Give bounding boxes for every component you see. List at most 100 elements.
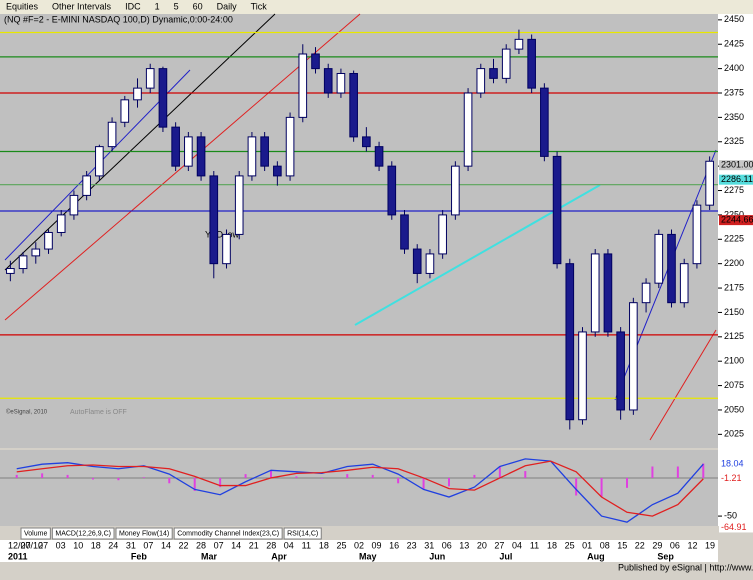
histogram-bar (193, 477, 196, 491)
candle-body (552, 155, 562, 265)
histogram-bar (524, 471, 527, 478)
x-tick-label: 07 (143, 540, 153, 550)
histogram-bar (270, 470, 272, 478)
toolbar (0, 0, 753, 14)
toolbar-button[interactable]: Equities (6, 1, 39, 11)
histogram-bar (142, 477, 145, 478)
tab-label[interactable]: MACD(12,26,9,C) (55, 530, 111, 537)
candle-body (145, 68, 155, 89)
tab[interactable] (283, 527, 322, 540)
candle-body (362, 136, 371, 148)
window-title: (NQ #F=2 - E-MINI NASDAQ 100,D) Dynamic,… (4, 14, 233, 24)
histogram-bar (651, 466, 654, 478)
macd-line (16, 458, 704, 523)
x-tick-label: 12/07/10 (8, 540, 43, 550)
histogram-bar (92, 477, 94, 480)
histogram-bar (219, 477, 222, 488)
month-label: 2011 (8, 551, 28, 561)
histogram-bar (295, 476, 298, 478)
x-tick-label: 18 (547, 540, 557, 550)
histogram-bar (448, 477, 450, 487)
candle-body (120, 99, 130, 123)
tab-label[interactable]: Commodity Channel Index(23,C) (177, 530, 279, 537)
candle-body (133, 87, 142, 101)
tab-label[interactable]: RSI(14,C) (287, 530, 318, 537)
candle-body (590, 253, 600, 333)
tab[interactable] (173, 527, 283, 540)
toolbar-button[interactable]: 60 (193, 1, 203, 11)
month-label: Aug (587, 551, 605, 561)
candle-body (234, 175, 244, 235)
candle-body (400, 214, 409, 250)
value-label-box (719, 522, 753, 533)
candle-body (273, 165, 282, 177)
candle-body (107, 121, 117, 148)
month-label: Sep (657, 551, 674, 561)
histogram-bar (498, 466, 501, 478)
x-tick-label: 04 (512, 540, 522, 550)
toolbar-button[interactable]: 5 (174, 1, 179, 11)
y-tick-label: 2350 (724, 112, 744, 122)
value-label: 18.04 (721, 459, 744, 469)
toolbar-button[interactable]: Daily (217, 1, 238, 11)
candle-body (349, 72, 358, 138)
candle-body (6, 268, 15, 274)
x-tick-label: 06 (670, 540, 680, 550)
histogram-bar (168, 477, 171, 484)
candle-body (654, 233, 664, 284)
histogram-bar (600, 477, 603, 498)
x-tick-label: 23 (407, 540, 417, 550)
toolbar-button[interactable]: 1 (155, 1, 160, 11)
candle-body (692, 204, 702, 265)
candle-body (374, 146, 384, 167)
tab[interactable] (115, 527, 173, 540)
candle-body (476, 68, 486, 94)
x-tick-label: 27 (494, 540, 504, 550)
histogram-bar (41, 473, 44, 478)
y-tick-label: 2025 (724, 429, 744, 439)
y-tick-label: 2325 (724, 136, 744, 146)
candle-body (158, 68, 168, 128)
x-tick-label: 09 (372, 540, 382, 550)
y-tick-label: 2125 (724, 331, 744, 341)
tab-label[interactable]: Money Flow(14) (119, 530, 169, 537)
toolbar-button[interactable]: Other Intervals (52, 1, 112, 11)
x-tick-label: 06 (442, 540, 452, 550)
candle-body (489, 68, 498, 79)
tab[interactable] (20, 527, 51, 540)
candle-body (667, 233, 676, 304)
x-tick-label: 10 (73, 540, 83, 550)
candle-body (527, 38, 536, 89)
candle-body (31, 248, 41, 257)
toolbar-button[interactable]: Tick (251, 1, 268, 11)
candle-body (209, 175, 219, 265)
date-axis (0, 540, 718, 562)
candle-body (44, 231, 53, 250)
histogram-bar (244, 474, 247, 478)
x-tick-label: 12 (687, 540, 697, 550)
toolbar-button[interactable]: IDC (125, 1, 141, 11)
histogram-bar (397, 477, 400, 484)
y-tick-label: 2375 (724, 87, 744, 97)
axis-panel (718, 14, 753, 526)
x-tick-label: 27 (38, 540, 48, 550)
value-label-box (719, 459, 753, 470)
histogram-bar (676, 466, 679, 478)
x-tick-label: 19 (705, 540, 715, 550)
y-tick-label: 2175 (724, 282, 744, 292)
candle-body (222, 233, 231, 265)
candle-body (451, 165, 460, 216)
candle-body (540, 87, 549, 157)
tab[interactable] (51, 527, 115, 540)
x-tick-label: 31 (424, 540, 434, 550)
candle-body (412, 248, 422, 274)
autoflame: AutoFlame is OFF (70, 409, 127, 416)
y-tick-label: 2250 (724, 209, 744, 219)
x-tick-label: 03 (56, 540, 66, 550)
candle-body (260, 136, 269, 167)
x-tick-label: 15 (617, 540, 627, 550)
tab-label[interactable]: Volume (24, 530, 47, 537)
candle-body (616, 331, 625, 411)
candle-body (463, 92, 473, 167)
